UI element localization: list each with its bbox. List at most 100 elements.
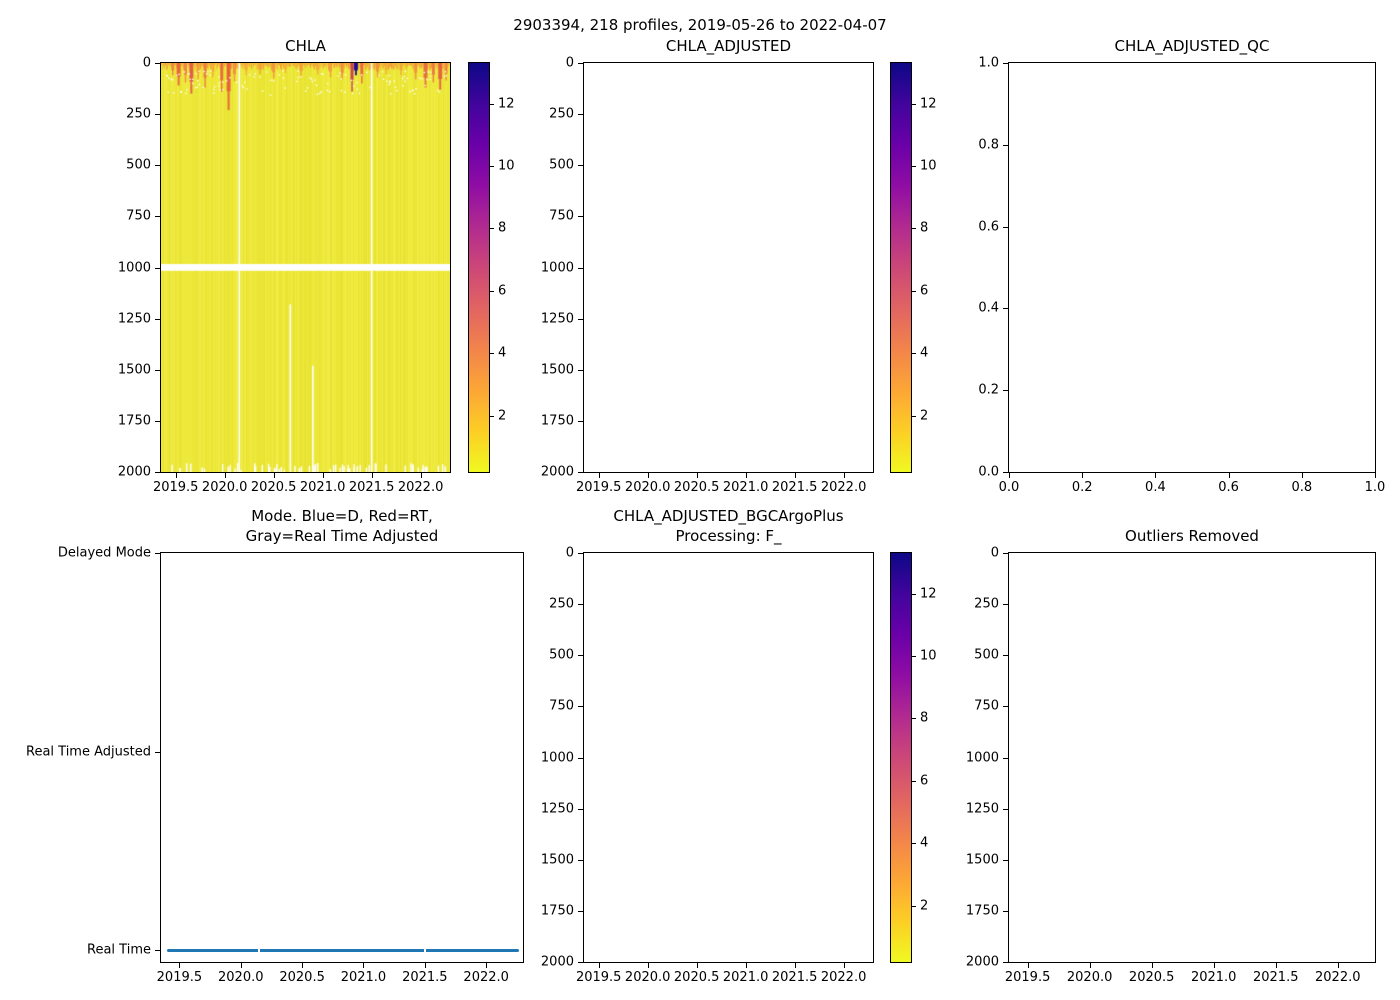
y-tick-label: 250	[126, 106, 151, 122]
x-tick-mark	[273, 473, 275, 478]
x-tick-mark	[1228, 473, 1230, 478]
mode-plot-title: Mode. Blue=D, Red=RT, Gray=Real Time Adj…	[245, 507, 439, 545]
colorbar-tick-mark	[489, 415, 494, 417]
colorbar-tick-label: 2	[920, 408, 929, 424]
y-tick-mark	[578, 216, 583, 218]
figure-suptitle: 2903394, 218 profiles, 2019-05-26 to 202…	[513, 16, 887, 34]
y-tick-mark	[1003, 226, 1008, 228]
x-tick-mark	[843, 473, 845, 478]
y-tick-label: 0.6	[978, 219, 999, 235]
y-tick-mark	[155, 267, 160, 269]
y-tick-mark	[578, 420, 583, 422]
x-tick-mark	[647, 473, 649, 478]
y-tick-label: 0.2	[978, 382, 999, 398]
y-tick-mark	[578, 808, 583, 810]
x-tick-mark	[745, 473, 747, 478]
x-tick-label: 2020.0	[201, 480, 248, 495]
x-tick-label: 0.8	[1291, 480, 1313, 495]
y-tick-mark	[155, 216, 160, 218]
colorbar-tick-mark	[489, 290, 494, 292]
colorbar-tick-label: 12	[498, 96, 515, 112]
y-tick-mark	[578, 962, 583, 963]
x-tick-label: 1.0	[1364, 480, 1386, 495]
y-tick-mark	[578, 165, 583, 167]
y-tick-mark	[578, 757, 583, 759]
y-tick-label: 1000	[117, 260, 151, 275]
y-tick-label: 500	[126, 157, 151, 173]
x-tick-mark	[745, 963, 747, 968]
colorbar-tick-mark	[911, 780, 916, 782]
y-tick-mark	[1003, 706, 1008, 708]
y-tick-mark	[1003, 757, 1008, 759]
y-tick-label: 500	[974, 647, 999, 663]
x-tick-label: 2021.0	[1190, 970, 1237, 985]
x-tick-label: 2022.0	[397, 480, 444, 495]
colorbar-tick-label: 6	[920, 773, 929, 789]
colorbar-tick-mark	[911, 656, 916, 658]
x-tick-mark	[598, 963, 600, 968]
mode-line-gap	[258, 948, 261, 953]
x-tick-mark	[1213, 963, 1215, 968]
x-tick-mark	[1151, 963, 1153, 968]
x-tick-mark	[1082, 473, 1084, 478]
x-tick-label: 2019.5	[156, 970, 203, 985]
y-tick-label: 0	[565, 55, 574, 71]
y-tick-label: 1500	[540, 852, 574, 868]
y-tick-label: 0.4	[978, 300, 999, 316]
y-tick-mark	[1003, 472, 1008, 473]
y-tick-label: 250	[549, 106, 574, 122]
chla-adjusted-qc-plot-title: CHLA_ADJUSTED_QC	[1114, 36, 1270, 55]
colorbar-tick-mark	[911, 905, 916, 907]
y-tick-label: 1000	[540, 750, 574, 765]
x-tick-mark	[371, 473, 373, 478]
y-tick-label: 1750	[540, 903, 574, 919]
y-tick-label: 0	[990, 545, 999, 561]
chla-adjusted-plot-title: CHLA_ADJUSTED	[665, 36, 792, 55]
y-tick-label: 1250	[540, 311, 574, 327]
y-tick-mark	[578, 859, 583, 861]
y-tick-label: 1500	[117, 362, 151, 378]
y-tick-mark	[1003, 910, 1008, 912]
x-tick-mark	[794, 963, 796, 968]
colorbar-tick-label: 8	[920, 710, 929, 726]
y-tick-label: 2000	[117, 464, 151, 480]
y-tick-label: 0	[142, 55, 151, 71]
y-tick-mark	[578, 706, 583, 708]
bgc-argo-plus-plot-title: CHLA_ADJUSTED_BGCArgoPlus Processing: F_	[613, 507, 844, 545]
x-tick-label: 2022.0	[820, 970, 867, 985]
y-tick-label: 2000	[540, 464, 574, 480]
colorbar-tick-label: 8	[920, 220, 929, 236]
y-tick-mark	[578, 655, 583, 657]
outliers-removed-plot-title: Outliers Removed	[1125, 526, 1259, 545]
x-tick-label: 2020.0	[624, 480, 671, 495]
chla-heatmap-image	[161, 63, 450, 472]
x-tick-mark	[420, 473, 422, 478]
x-tick-label: 2022.0	[1315, 970, 1361, 985]
y-tick-mark	[578, 472, 583, 473]
y-tick-mark	[1003, 655, 1008, 657]
y-tick-mark	[1003, 553, 1008, 554]
colorbar-tick-label: 6	[498, 283, 507, 299]
colorbar-tick-mark	[911, 103, 916, 105]
y-tick-mark	[578, 114, 583, 116]
x-tick-mark	[179, 963, 181, 968]
colorbar-tick-label: 12	[920, 96, 937, 112]
x-tick-label: 2021.0	[299, 480, 346, 495]
chla-adjusted-colorbar: 2 4 6 8 10 12	[890, 62, 937, 473]
x-tick-label: 2022.0	[463, 970, 509, 985]
x-tick-mark	[322, 473, 324, 478]
chla-colorbar: 2 4 6 8 10 12	[468, 62, 515, 473]
y-tick-mark	[1003, 962, 1008, 963]
y-tick-label: 750	[549, 698, 574, 714]
y-tick-mark	[578, 604, 583, 606]
x-tick-label: 2022.0	[820, 480, 867, 495]
x-tick-label: 2020.0	[624, 970, 671, 985]
y-tick-label: 1500	[965, 852, 999, 868]
x-tick-mark	[175, 473, 177, 478]
colorbar-tick-mark	[911, 166, 916, 168]
y-tick-label: 1500	[540, 362, 574, 378]
x-tick-label: 2019.5	[152, 480, 199, 495]
x-tick-label: 0.4	[1145, 480, 1166, 495]
x-tick-label: 2020.5	[1128, 970, 1175, 985]
x-tick-mark	[1009, 473, 1010, 478]
